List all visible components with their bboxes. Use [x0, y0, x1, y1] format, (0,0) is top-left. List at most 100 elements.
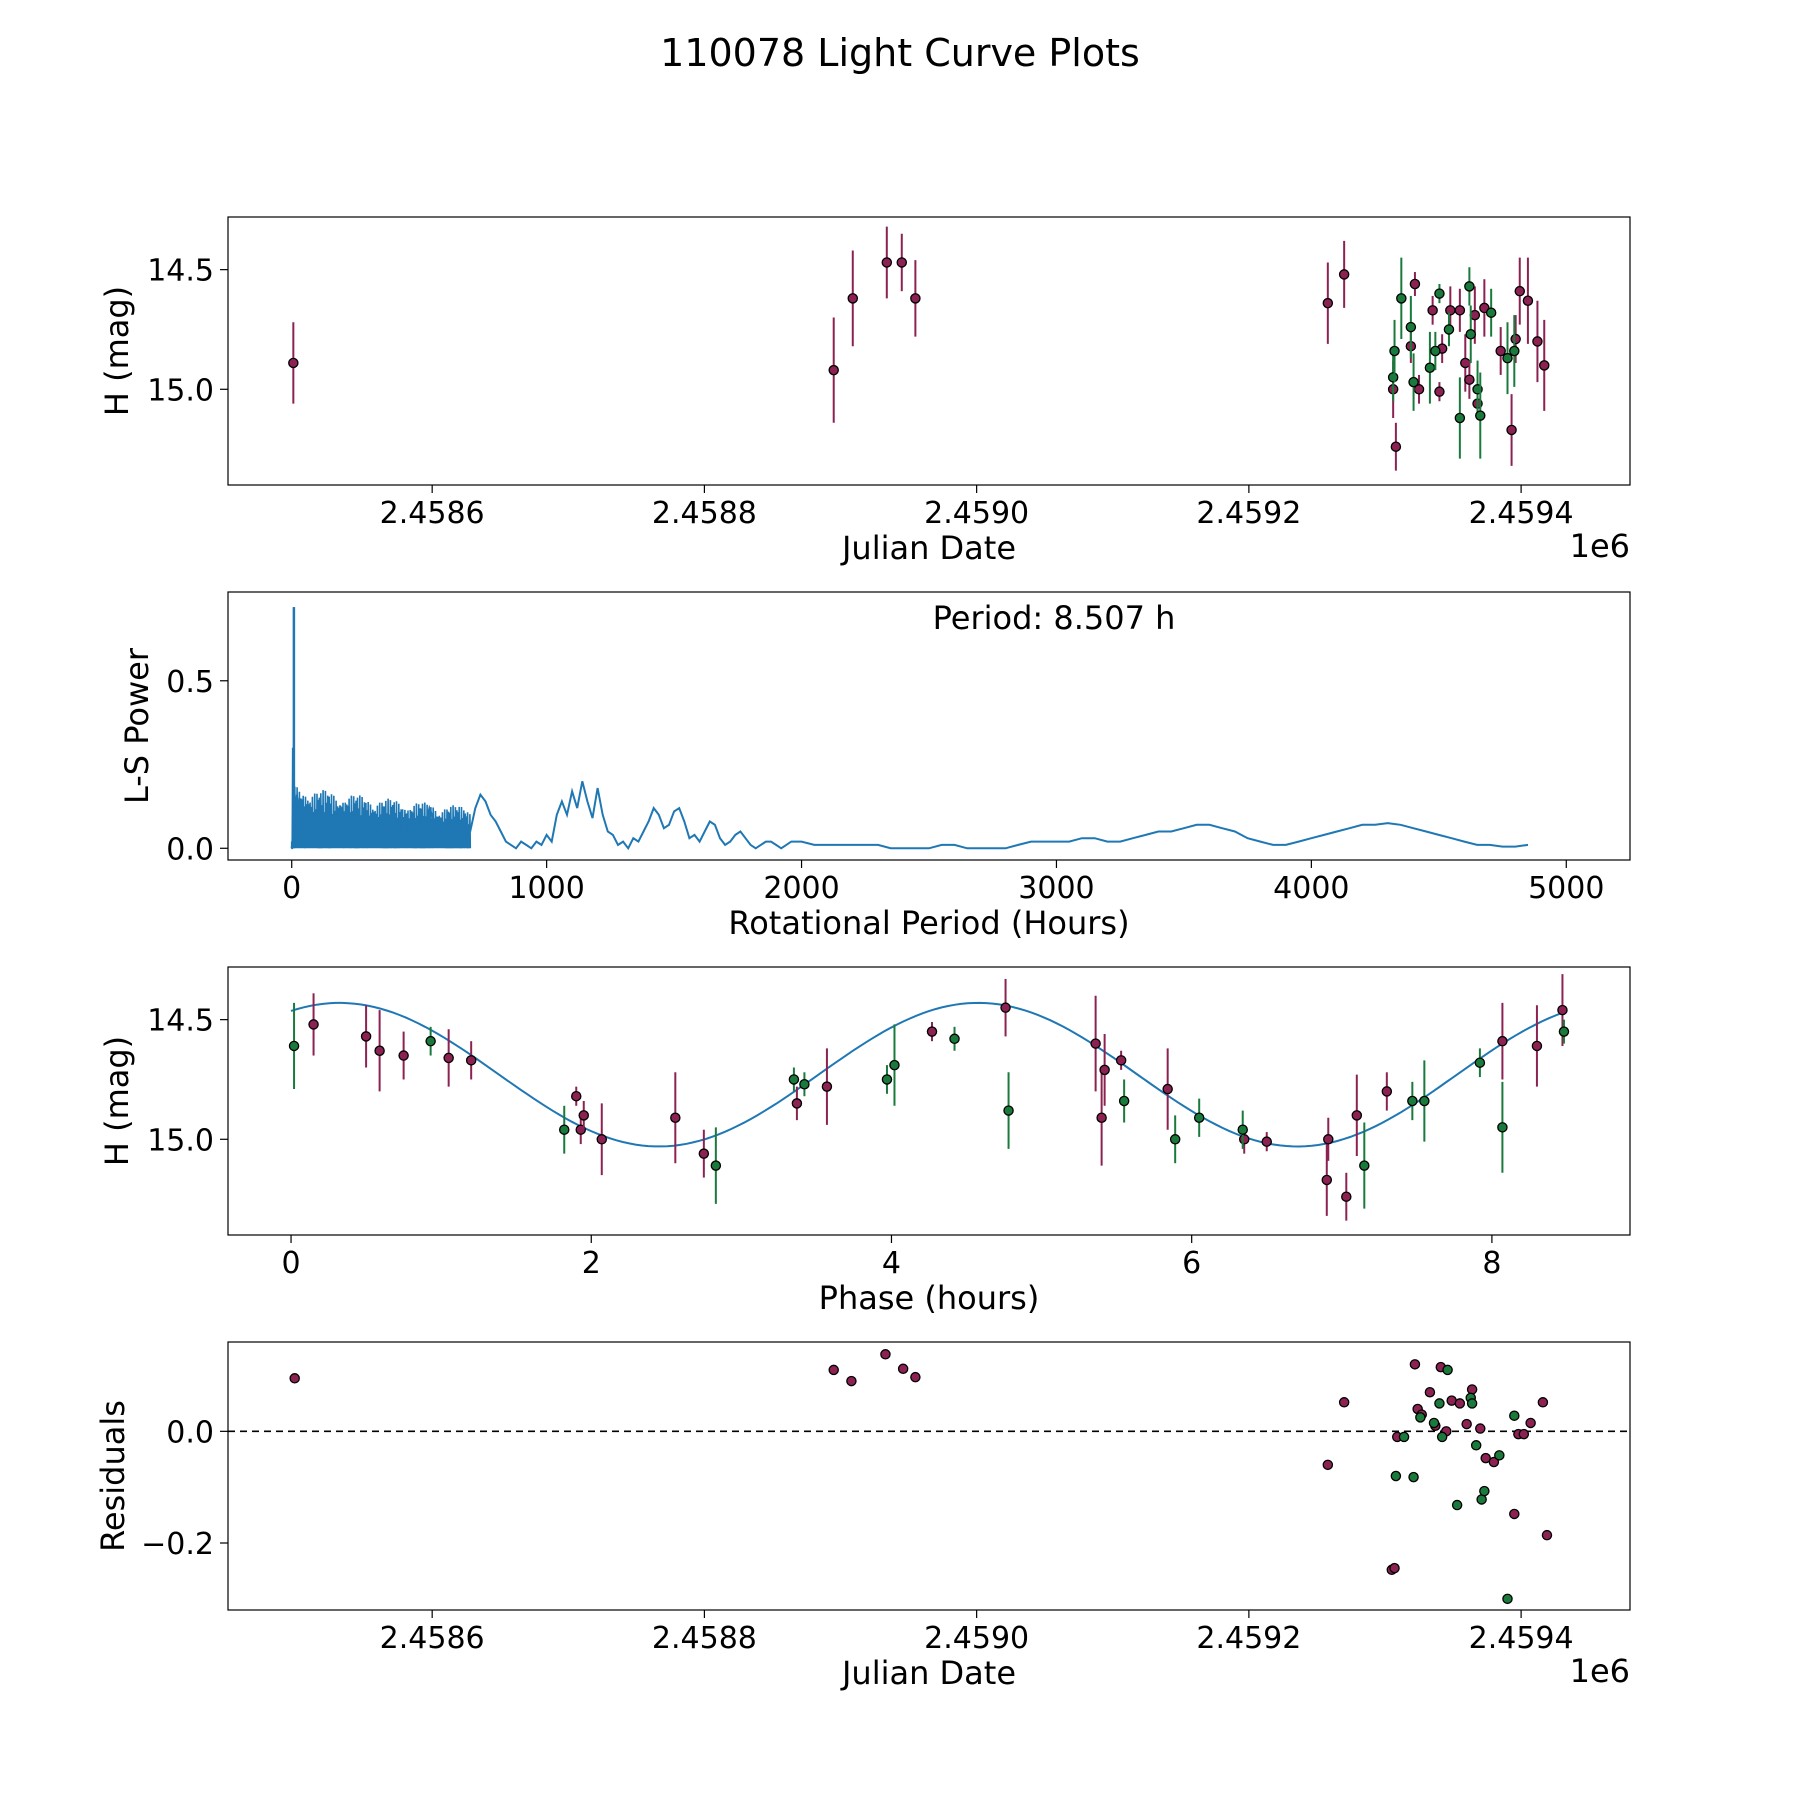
light-curve-xlabel: Julian Date: [840, 529, 1016, 567]
residuals-point-magenta: [1475, 1423, 1486, 1434]
periodogram-xtick-label: 3000: [1018, 871, 1094, 906]
phase-point-green: [1474, 1057, 1486, 1068]
residuals-point-green: [1470, 1440, 1482, 1451]
phase-point-magenta: [1381, 1086, 1393, 1097]
phase-xlabel: Phase (hours): [819, 1279, 1040, 1317]
residuals-point-green: [1479, 1485, 1490, 1497]
residuals-point-green: [1451, 1499, 1463, 1511]
phase-point-green: [288, 1040, 300, 1052]
residuals-point-magenta: [846, 1375, 857, 1387]
light-curve-point-magenta: [1522, 295, 1534, 306]
light-curve-xtick-label: 2.4594: [1469, 496, 1574, 531]
residuals-point-magenta: [1454, 1398, 1466, 1409]
panel-light-curve: 2.4586 2.4588 2.4590 2.4592 2.4594 14.5 15.0 J…: [98, 216, 1631, 567]
periodogram-xtick-label: 5000: [1528, 871, 1604, 906]
light-curve-point-green: [1454, 412, 1466, 424]
residuals-ticks: 2.4586 2.4588 2.4590 2.4592 2.4594 0.0 −0.2: [141, 1415, 1573, 1656]
figure-title: 110078 Light Curve Plots: [660, 31, 1140, 75]
light-curve-point-green: [1434, 288, 1445, 299]
residuals-point-magenta: [1338, 1397, 1350, 1408]
periodogram-ytick-label: 0.0: [166, 832, 214, 867]
phase-point-magenta: [821, 1081, 833, 1092]
phase-point-magenta: [570, 1090, 582, 1102]
light-curve-point-magenta: [1514, 285, 1525, 297]
residuals-offset-label: 1e6: [1570, 1652, 1630, 1690]
periodogram-ylabel: L-S Power: [118, 647, 156, 804]
phase-point-magenta: [374, 1045, 385, 1057]
phase-point-magenta: [698, 1148, 710, 1159]
phase-point-magenta: [1341, 1191, 1352, 1202]
residuals-point-magenta: [1409, 1359, 1421, 1370]
phase-point-magenta: [670, 1112, 681, 1124]
phase-point-green: [1237, 1124, 1248, 1135]
light-curve-point-magenta: [288, 357, 299, 369]
light-curve-ytick-label: 14.5: [147, 254, 214, 289]
phase-point-magenta: [1531, 1040, 1543, 1052]
light-curve-point-magenta: [1434, 386, 1445, 397]
phase-point-magenta: [1099, 1064, 1110, 1076]
residuals-xlabel: Julian Date: [840, 1654, 1016, 1692]
light-curve-point-magenta: [896, 257, 908, 268]
residuals-point-magenta: [1424, 1387, 1436, 1398]
phase-point-magenta: [926, 1026, 938, 1037]
residuals-point-magenta: [1525, 1417, 1536, 1429]
phase-point-green: [1497, 1122, 1508, 1133]
phase-point-green: [881, 1074, 893, 1085]
light-curve-ytick-label: 15.0: [147, 373, 214, 408]
light-curve-point-magenta: [828, 364, 839, 376]
residuals-point-magenta: [897, 1363, 909, 1375]
light-curve-point-green: [1430, 345, 1441, 357]
residuals-point-green: [1390, 1470, 1402, 1482]
light-curve-point-magenta: [1495, 345, 1506, 357]
residuals-xtick-label: 2.4594: [1469, 1621, 1574, 1656]
periodogram-ytick-label: 0.5: [166, 665, 214, 700]
phase-point-green: [1003, 1105, 1014, 1116]
periodogram-xtick-label: 2000: [763, 871, 839, 906]
light-curve-point-magenta: [1322, 297, 1334, 309]
phase-point-magenta: [1162, 1083, 1173, 1095]
residuals-point-green: [1442, 1364, 1453, 1376]
phase-ticks: 0 2 4 6 8 14.5 15.0: [147, 1004, 1501, 1281]
residuals-point-magenta: [1541, 1529, 1553, 1541]
light-curve-ylabel: H (mag): [98, 286, 136, 416]
phase-point-green: [1193, 1112, 1205, 1124]
residuals-point-magenta: [1537, 1397, 1549, 1408]
phase-xtick-label: 8: [1482, 1246, 1501, 1281]
phase-point-green: [1359, 1160, 1370, 1171]
periodogram-plot-area: [227, 591, 1631, 861]
light-curve-point-magenta: [847, 293, 859, 304]
phase-point-magenta: [578, 1110, 590, 1121]
phase-point-magenta: [443, 1052, 454, 1064]
light-curve-point-magenta: [1338, 269, 1350, 280]
residuals-xtick-label: 2.4586: [380, 1621, 485, 1656]
light-curve-xtick-label: 2.4592: [1196, 496, 1301, 531]
light-curve-point-green: [1424, 362, 1436, 373]
phase-xtick-label: 0: [281, 1246, 300, 1281]
phase-marks: [288, 974, 1570, 1221]
light-curve-xtick-label: 2.4586: [380, 496, 485, 531]
residuals-point-magenta: [1461, 1418, 1472, 1430]
phase-xtick-label: 4: [882, 1246, 901, 1281]
light-curve-point-green: [1396, 293, 1407, 304]
light-curve-point-green: [1443, 324, 1455, 335]
phase-ylabel: H (mag): [98, 1036, 136, 1166]
phase-point-magenta: [1321, 1174, 1333, 1186]
residuals-point-magenta: [1480, 1452, 1491, 1464]
residuals-point-magenta: [880, 1349, 891, 1360]
light-curve-point-green: [1475, 410, 1486, 421]
phase-point-green: [1407, 1095, 1418, 1107]
phase-point-green: [799, 1079, 810, 1090]
residuals-xtick-label: 2.4590: [924, 1621, 1029, 1656]
residuals-point-magenta: [1466, 1384, 1478, 1395]
residuals-xtick-label: 2.4588: [652, 1621, 757, 1656]
residuals-point-magenta: [1389, 1562, 1400, 1574]
light-curve-marks: [288, 226, 1550, 471]
phase-point-magenta: [791, 1098, 803, 1109]
phase-point-magenta: [1557, 1004, 1568, 1016]
light-curve-xtick-label: 2.4590: [924, 496, 1029, 531]
residuals-point-green: [1428, 1417, 1440, 1429]
residuals-point-green: [1436, 1431, 1448, 1443]
residuals-point-magenta: [828, 1364, 839, 1376]
residuals-point-green: [1398, 1431, 1410, 1443]
